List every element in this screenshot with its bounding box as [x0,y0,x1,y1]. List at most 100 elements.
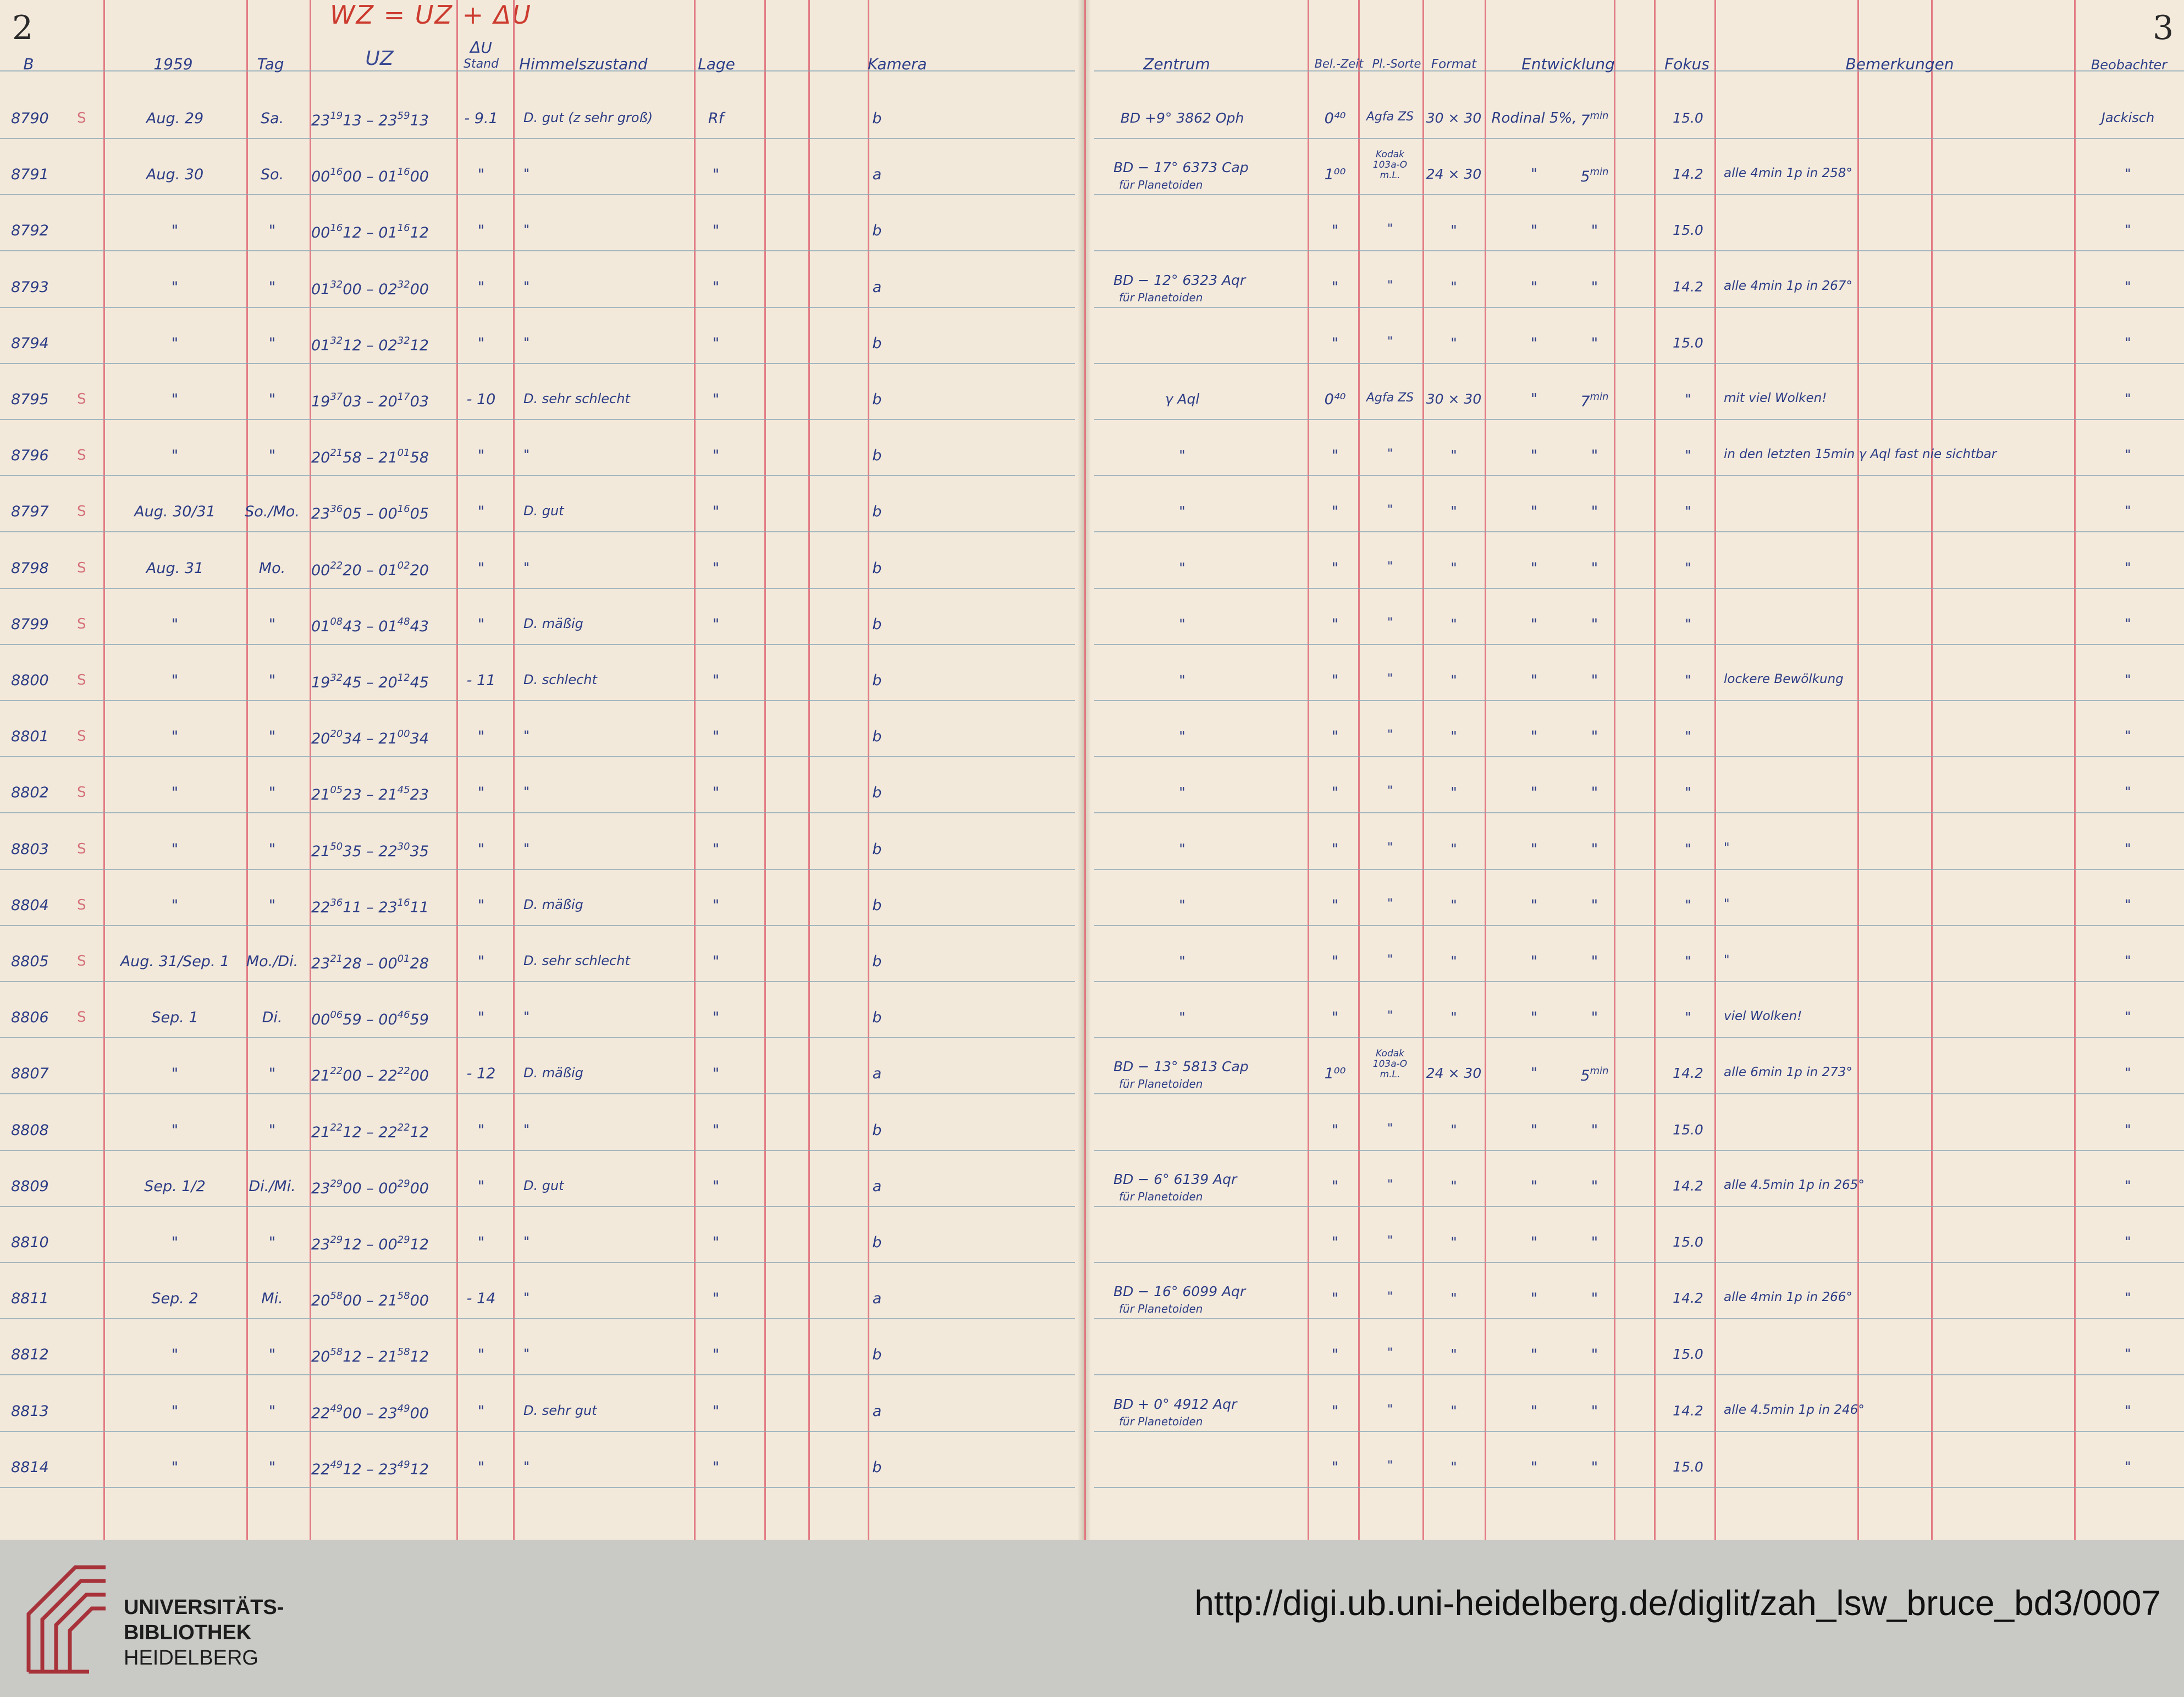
exposure-time: " [1331,447,1339,464]
development-cell: " [1530,1346,1538,1363]
ledger-line [0,1206,1075,1207]
zentrum-cell: " [1179,616,1185,632]
ledger-line [1094,250,2184,251]
header-beobachter: Beobachter [2091,57,2168,73]
camera-cell: b [872,503,882,520]
focus-cell: " [1685,560,1691,576]
time-range: 202158 – 210158 [311,447,429,466]
time-part: 20 [311,1292,330,1309]
ledger-line [1094,1318,2184,1319]
development-minutes: 5min [1580,1065,1608,1084]
date-cell: " [171,897,179,914]
exposure-time: " [1331,1122,1339,1139]
sky-condition: D. schlecht [523,672,597,687]
format-cell: " [1451,897,1457,913]
ledger-line [0,756,1075,757]
time-part: 34 [410,730,429,747]
weekday-cell: Mo./Di. [246,953,299,970]
exposure-time: " [1331,672,1339,689]
sky-condition: " [523,447,530,462]
lage-cell: " [712,335,720,352]
time-range: 013200 – 023200 [311,279,429,298]
camera-cell: b [872,953,882,970]
zentrum-cell: γ Aql [1165,391,1200,407]
margin-rule [103,0,105,1540]
plate-type: Agfa ZS [1366,391,1414,405]
margin-rule [1931,0,1933,1540]
zentrum-cell: " [1179,1009,1185,1025]
time-part: 00 [378,955,398,972]
time-part: 00 [378,1236,398,1253]
plate-type: " [1387,672,1393,686]
plate-type: Agfa ZS [1366,110,1414,124]
remarks-cell: alle 4min 1p in 258° [1724,166,1852,180]
margin-rule [1614,0,1615,1540]
zentrum-cell: " [1179,503,1185,519]
time-part: 12 [410,337,429,354]
ledger-line [0,1093,1075,1094]
format-cell: 30 × 30 [1426,110,1482,126]
observer-cell: " [2125,672,2131,687]
observer-cell: " [2125,1290,2131,1305]
zentrum-note: für Planetoiden [1119,1190,1203,1203]
time-part: 29 [397,1178,410,1189]
time-part: 22 [378,843,398,860]
delta-u-cell: " [477,897,485,914]
minutes-unit: min [1590,391,1609,403]
ledger-line [1094,70,2184,71]
source-url-link[interactable]: http://digi.ub.uni-heidelberg.de/diglit/… [1194,1583,2161,1623]
ledger-line [1094,138,2184,139]
weekday-cell: " [268,1234,276,1251]
time-range: 205812 – 215812 [311,1346,429,1365]
time-part: 21 [311,1124,330,1141]
zentrum-cell: BD + 0° 4912 Aqr [1113,1396,1237,1412]
exposure-time: 1⁰⁰ [1324,166,1346,183]
remarks-cell: alle 4min 1p in 266° [1724,1290,1852,1304]
lage-cell: " [712,1065,720,1082]
development-cell: " [1530,728,1538,745]
time-range: 231913 – 235913 [311,110,429,129]
time-part: 20 [378,393,398,410]
delta-u-cell: " [477,279,485,296]
time-part: 00 [343,281,362,298]
ledger-line [1094,869,2184,870]
time-part: 21 [330,953,343,965]
time-part: 20 [311,730,330,747]
time-separator: – [361,1405,379,1422]
development-cell: " [1530,222,1538,239]
sky-condition: D. mäßig [523,897,583,912]
plate-type-kodak: Kodak 103a-O m.L. [1372,149,1408,181]
header-kamera: Kamera [868,55,927,73]
time-separator: – [361,393,379,410]
ledger-line [1094,363,2184,364]
time-separator: – [361,674,379,691]
time-separator: – [361,224,379,241]
ledger-line [1094,531,2184,532]
development-cell: " [1530,672,1538,689]
format-cell: " [1451,784,1457,800]
observer-cell: " [2125,279,2131,294]
time-separator: – [361,730,379,747]
library-logo-icon [26,1565,106,1674]
time-part: 58 [397,1290,410,1302]
sky-condition: " [523,279,530,294]
time-part: 05 [343,505,362,522]
development-minutes: " [1591,1459,1598,1476]
time-part: 00 [410,1180,429,1197]
plate-number: 8813 [11,1403,49,1420]
time-range: 212212 – 222212 [311,1122,429,1141]
plate-type: " [1387,784,1393,798]
development-minutes: " [1591,728,1598,745]
observer-cell: " [2125,841,2131,856]
time-part: 46 [397,1009,410,1021]
zentrum-cell: " [1179,784,1185,800]
margin-rule [694,0,696,1540]
format-cell: " [1451,503,1457,519]
ledger-line [0,363,1075,364]
observer-cell: " [2125,953,2131,968]
ledger-line [0,700,1075,701]
exposure-time: " [1331,728,1339,745]
delta-u-cell: - 12 [466,1065,496,1082]
lage-cell: " [712,1178,720,1195]
time-part: 22 [311,1461,330,1478]
